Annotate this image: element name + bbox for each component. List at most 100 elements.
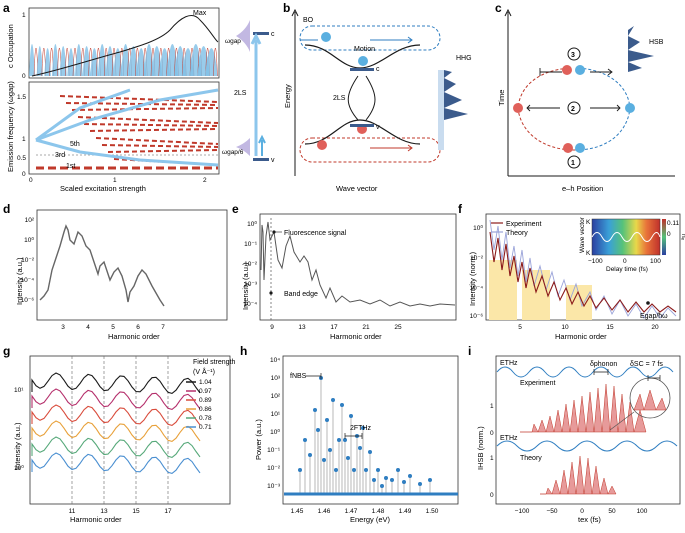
panel-a-top-ylabel: c Occupation	[6, 24, 15, 68]
panel-h-stem-dot	[376, 468, 380, 472]
panel-f-colorbar-max: 0.11	[667, 220, 680, 227]
panel-letter-e: e	[232, 202, 239, 216]
panel-g-legend-value: 0.78	[199, 415, 212, 422]
panel-c-step-2-circle	[567, 101, 581, 115]
panel-b: b Energy Wave vector BO c v Motion 2LS H…	[283, 1, 472, 193]
panel-h-ylabel: Power (a.u.)	[254, 419, 263, 460]
panel-a-v-level	[253, 158, 269, 161]
panel-i-xlabel: tex (fs)	[578, 515, 601, 524]
panel-e-xtick: 13	[298, 324, 306, 331]
panel-a-peak	[136, 48, 147, 76]
panel-f-inset-xlabel: Delay time (fs)	[606, 266, 648, 273]
panel-a-peak	[51, 44, 59, 76]
panel-g-legend-title: Field strength	[193, 359, 236, 366]
panel-g-legend: 1.04 0.97 0.89 0.86 0.78 0.71	[186, 379, 212, 431]
panel-a-wgap6-arrow	[258, 134, 266, 156]
panel-h-fnbs-leader	[306, 373, 322, 379]
panel-e-frame	[259, 213, 457, 321]
panel-e-ytick: 10⁻²	[244, 261, 258, 268]
panel-i-ethz-top-label: ETHz	[500, 360, 518, 367]
panel-e-ylabel: Intensity (a.u.)	[241, 262, 250, 310]
panel-e-xlabel: Harmonic order	[330, 332, 382, 341]
panel-a-xtick-1: 1	[113, 177, 117, 184]
panel-g-x-ticks: 11 13 15 17	[69, 508, 172, 515]
panel-h-stem-dot	[402, 480, 406, 484]
panel-a-peak	[151, 46, 163, 76]
panel-d-xtick: 3	[61, 324, 65, 331]
panel-h-ytick: 10⁻²	[267, 465, 281, 472]
panel-a-xlabel: Scaled excitation strength	[60, 184, 146, 193]
panel-h-ytick: 10⁻¹	[267, 447, 281, 454]
panel-d-y-ticks: 10² 10⁰ 10⁻² 10⁻⁴ 10⁻⁶	[21, 217, 35, 304]
panel-a-top-frame	[28, 7, 220, 79]
panel-i-ytick-bot1: 1	[490, 455, 494, 462]
panel-f-ytick: 10⁻⁶	[470, 313, 484, 320]
panel-g-guide-lines	[71, 356, 169, 504]
panel-f-legend-experiment: Experiment	[506, 221, 541, 228]
panel-c-red-loop	[517, 67, 576, 151]
panel-h-thz-label: 2FTHz	[350, 425, 372, 432]
panel-f-colorbar	[662, 219, 666, 255]
panel-h-ytick: 10¹	[271, 411, 281, 418]
panel-c: c Time e–h Position 1 2 3 HSB	[495, 1, 675, 193]
panel-a-c-label: c	[271, 31, 275, 38]
panel-e-x-ticks: 9 13 17 21 25	[270, 324, 402, 331]
panel-g-curve	[31, 404, 201, 427]
panel-b-motion-arrow	[300, 36, 413, 44]
panel-a-top-ytick-0: 0	[22, 73, 26, 80]
panel-h-stem-dot	[364, 468, 368, 472]
panel-a-harmonic-5th: 5th	[70, 141, 80, 148]
panel-a-emission-line	[89, 128, 219, 132]
panel-c-blue-loop	[574, 67, 631, 151]
panel-f-yellow-region-2	[522, 270, 550, 320]
panel-g: g Intensity (a.u.) Harmonic order 10¹ 10…	[3, 344, 236, 524]
panel-d: d Intensity (a.u.) Harmonic order 10² 10⁰…	[3, 202, 228, 341]
panel-g-curve	[31, 388, 201, 411]
panel-f-y-ticks: 10⁰ 10⁻² 10⁻⁴ 10⁻⁶	[470, 224, 484, 320]
panel-d-x-ticks: 3 4 5 6 7	[61, 324, 165, 331]
panel-h-stem-dot	[384, 476, 388, 480]
panel-h-stem-dot	[428, 478, 432, 482]
panel-b-xlabel: Wave vector	[336, 184, 378, 193]
panel-b-valence-band	[304, 119, 421, 145]
panel-i-dphonon-bracket	[593, 369, 609, 375]
panel-c-hole-middle	[513, 103, 523, 113]
panel-e-ytick: 10⁻¹	[244, 241, 258, 248]
panel-a-peak	[29, 44, 35, 76]
panel-b-electron-left	[321, 32, 331, 42]
panel-c-hsb-label: HSB	[649, 39, 664, 46]
panel-b-axes	[291, 8, 299, 176]
panel-b-v-label: v	[376, 124, 380, 131]
panel-i-dsc-label: δSC = 7 fs	[630, 361, 663, 368]
panel-f-experiment	[489, 231, 677, 313]
panel-h-stem-dot	[298, 468, 302, 472]
panel-h-xtick: 1.50	[426, 508, 439, 515]
panel-a-light-blue-fan	[35, 88, 219, 167]
panel-b-motion-label: Motion	[354, 46, 375, 53]
panel-f-legend-theory: Theory	[506, 230, 528, 237]
panel-i-zoom-peaks	[633, 389, 667, 411]
panel-a-peak	[67, 48, 75, 76]
panel-e: e Fluorescence signal Band edge Intensit…	[232, 202, 457, 341]
panel-h-stem-dot	[334, 468, 338, 472]
panel-a-emission-line	[95, 137, 219, 145]
panel-g-legend-value: 0.97	[199, 388, 212, 395]
panel-d-ytick: 10⁻⁴	[21, 277, 35, 284]
panel-a-emission-line	[59, 95, 219, 103]
panel-e-ytick: 10⁻³	[244, 281, 258, 288]
panel-c-hole-bottom	[563, 143, 573, 153]
panel-h-stems	[298, 376, 432, 494]
panel-g-xtick: 15	[132, 508, 140, 515]
panel-f-inset-ylabel: Wave vector	[579, 216, 586, 253]
panel-a: a Max 1 0 c Occupation 5th 3rd 1st 0 0.5…	[3, 1, 275, 193]
panel-g-xtick: 11	[69, 508, 76, 515]
panel-b-c-level	[350, 68, 374, 71]
panel-i-xtick: −50	[546, 508, 557, 515]
panel-b-2ls-label: 2LS	[333, 95, 346, 102]
panel-h-stem-dot	[380, 484, 384, 488]
panel-e-spectrum	[260, 221, 456, 307]
panel-a-wgap-arrow	[250, 32, 262, 156]
panel-a-top-spectrum	[236, 20, 250, 52]
panel-c-step-2: 2	[571, 106, 575, 113]
